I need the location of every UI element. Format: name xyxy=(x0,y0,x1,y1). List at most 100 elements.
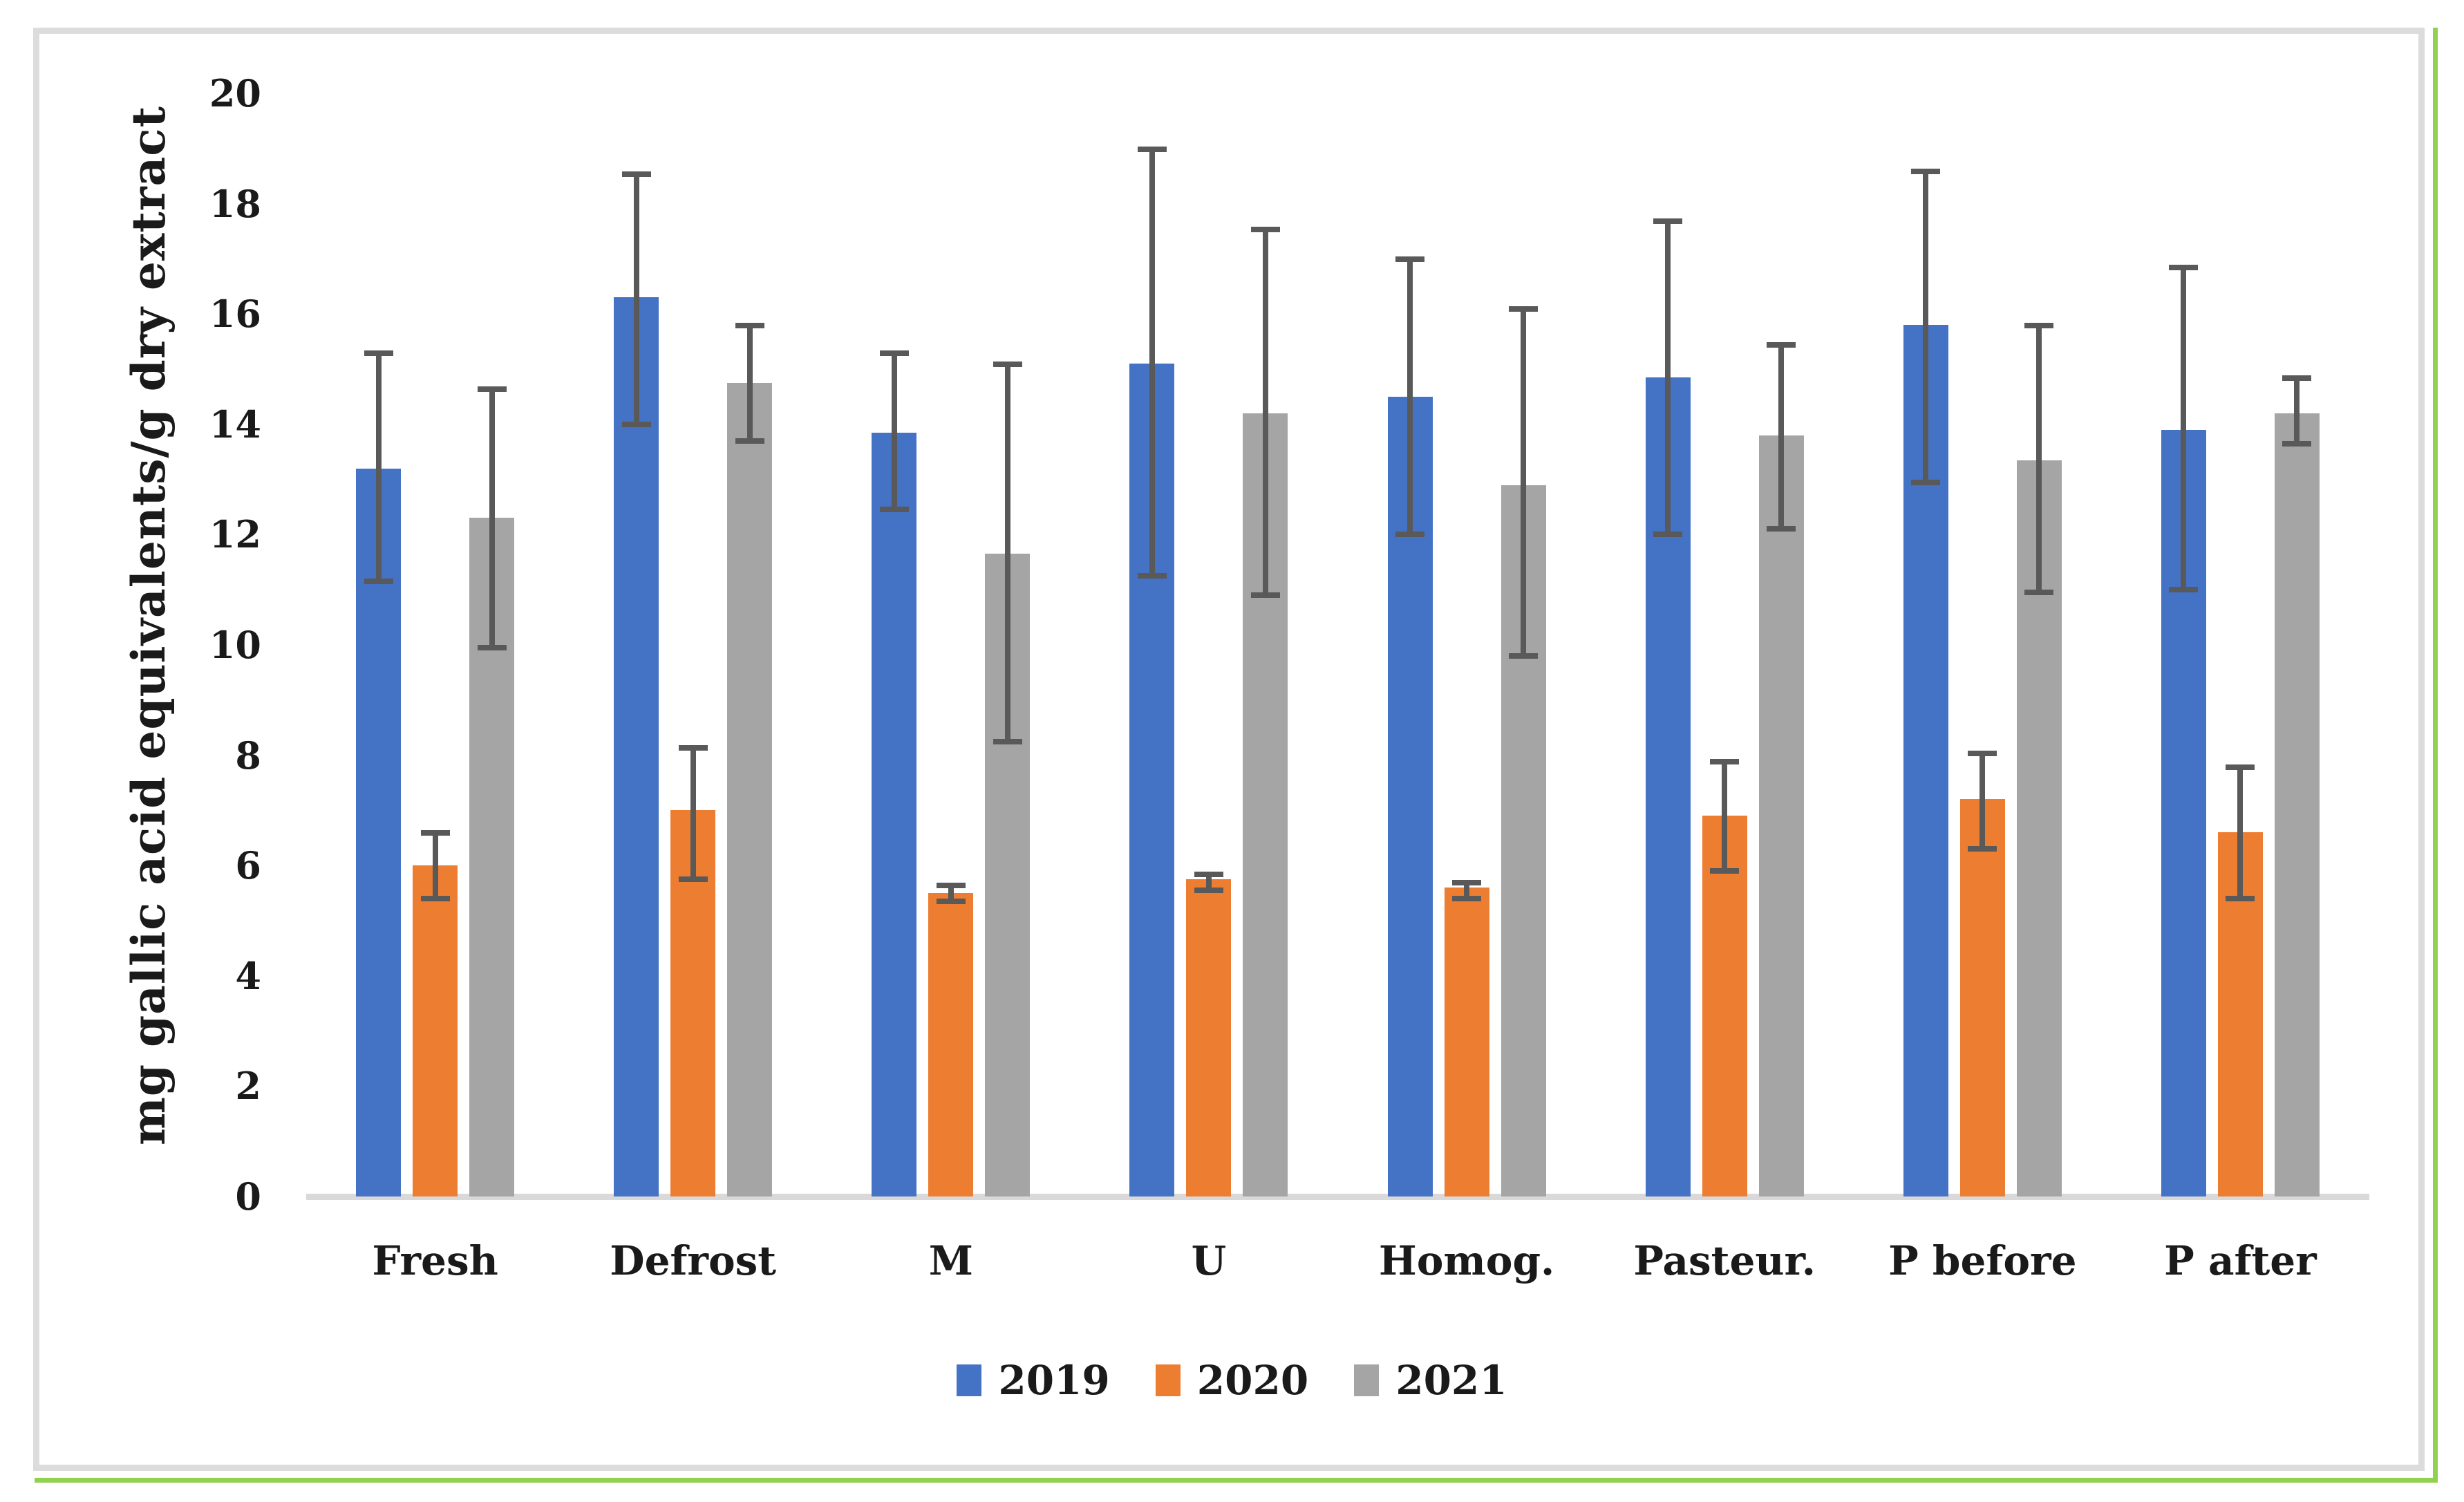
bar-2020-Homog. xyxy=(1444,888,1489,1196)
error-whisker xyxy=(2036,325,2042,593)
legend-marker-2021 xyxy=(1354,1364,1380,1396)
error-cap-top xyxy=(621,171,651,177)
error-cap-top xyxy=(1194,872,1223,878)
error-whisker xyxy=(1205,874,1212,891)
bar-2021-P after xyxy=(2274,413,2320,1196)
error-cap-top xyxy=(1250,226,1280,232)
error-whisker xyxy=(2294,377,2300,444)
error-whisker xyxy=(432,832,438,899)
error-whisker xyxy=(1407,259,1413,535)
error-cap-top xyxy=(936,883,966,889)
error-cap-top xyxy=(420,830,450,836)
x-axis-label-Pasteur.: Pasteur. xyxy=(1633,1237,1816,1284)
error-whisker xyxy=(1521,308,1527,656)
error-cap-bottom xyxy=(1395,532,1425,538)
error-whisker xyxy=(746,325,753,441)
error-whisker xyxy=(1778,344,1785,529)
x-axis-label-U: U xyxy=(1191,1237,1227,1284)
error-cap-bottom xyxy=(1911,479,1941,485)
error-whisker xyxy=(891,353,897,510)
bar-2020-Fresh xyxy=(413,865,458,1196)
error-cap-bottom xyxy=(993,738,1022,744)
legend-label-2021: 2021 xyxy=(1395,1357,1507,1404)
y-tick-label: 14 xyxy=(209,402,261,447)
error-cap-top xyxy=(2282,375,2312,381)
y-tick-label: 8 xyxy=(235,733,261,778)
legend-item-2021: 2021 xyxy=(1354,1360,1507,1400)
error-cap-bottom xyxy=(621,421,651,427)
error-cap-bottom xyxy=(2169,587,2199,593)
bar-2019-M xyxy=(872,432,917,1196)
error-cap-bottom xyxy=(1250,592,1280,599)
error-cap-bottom xyxy=(2024,590,2054,596)
bar-2021-Pasteur. xyxy=(1758,435,1804,1196)
bar-2020-M xyxy=(928,893,974,1196)
error-cap-bottom xyxy=(2226,896,2255,902)
error-whisker xyxy=(633,173,639,424)
y-tick-label: 0 xyxy=(235,1174,261,1219)
bar-2019-Fresh xyxy=(356,468,402,1196)
error-cap-bottom xyxy=(1137,573,1167,579)
error-whisker xyxy=(375,353,382,582)
y-tick-label: 18 xyxy=(209,181,261,226)
y-tick-label: 16 xyxy=(209,292,261,337)
error-whisker xyxy=(1923,170,1929,482)
y-tick-label: 12 xyxy=(209,512,261,557)
error-cap-bottom xyxy=(1767,526,1796,532)
x-axis-label-Fresh: Fresh xyxy=(372,1237,498,1284)
error-cap-top xyxy=(1968,750,1997,756)
error-cap-top xyxy=(1911,168,1941,174)
figure-border xyxy=(33,28,2425,1471)
error-whisker xyxy=(1004,364,1010,742)
error-cap-top xyxy=(2226,764,2255,770)
legend: 2019 2020 2021 xyxy=(0,1360,2464,1400)
error-whisker xyxy=(1464,882,1470,899)
bar-2020-U xyxy=(1186,879,1232,1196)
error-cap-bottom xyxy=(2282,440,2312,447)
error-whisker xyxy=(489,388,495,648)
legend-item-2020: 2020 xyxy=(1155,1357,1309,1404)
error-whisker xyxy=(1665,220,1671,535)
x-axis-label-Homog.: Homog. xyxy=(1378,1237,1555,1284)
error-cap-top xyxy=(735,323,764,329)
error-cap-bottom xyxy=(1509,653,1539,659)
legend-marker-2020 xyxy=(1155,1364,1181,1396)
error-cap-bottom xyxy=(678,876,708,883)
y-tick-label: 4 xyxy=(235,953,261,998)
error-cap-top xyxy=(1395,256,1425,263)
error-whisker xyxy=(2237,766,2244,899)
legend-item-2019: 2019 xyxy=(957,1360,1110,1400)
bar-2020-Pasteur. xyxy=(1702,816,1747,1196)
error-cap-top xyxy=(1653,218,1683,224)
y-tick-label: 20 xyxy=(209,71,261,115)
bar-2019-Defrost xyxy=(614,297,659,1196)
error-cap-bottom xyxy=(1710,868,1740,874)
error-cap-bottom xyxy=(879,507,909,513)
error-whisker xyxy=(1262,228,1268,596)
error-cap-bottom xyxy=(420,896,450,902)
legend-marker-2019 xyxy=(957,1364,982,1396)
error-whisker xyxy=(690,747,696,880)
error-cap-top xyxy=(2169,265,2199,271)
x-axis-line xyxy=(306,1194,2369,1200)
error-cap-top xyxy=(993,362,1022,368)
error-cap-bottom xyxy=(936,899,966,905)
green-accent-right xyxy=(2433,28,2438,1482)
error-cap-top xyxy=(1452,880,1482,886)
legend-label-2020: 2020 xyxy=(1196,1357,1309,1404)
error-whisker xyxy=(948,885,954,902)
error-cap-top xyxy=(879,350,909,357)
error-whisker xyxy=(2181,267,2187,590)
error-cap-bottom xyxy=(735,438,764,444)
error-cap-bottom xyxy=(364,579,393,585)
x-axis-label-M: M xyxy=(928,1237,973,1284)
x-axis-label-Defrost: Defrost xyxy=(610,1237,777,1284)
error-whisker xyxy=(1149,148,1155,576)
error-cap-bottom xyxy=(1968,846,1997,852)
green-accent-bottom xyxy=(35,1478,2438,1483)
error-cap-top xyxy=(678,744,708,751)
error-cap-bottom xyxy=(1653,532,1683,538)
bar-2020-P before xyxy=(1959,799,2005,1196)
error-cap-top xyxy=(364,350,393,357)
x-axis-label-P after: P after xyxy=(2164,1237,2317,1284)
